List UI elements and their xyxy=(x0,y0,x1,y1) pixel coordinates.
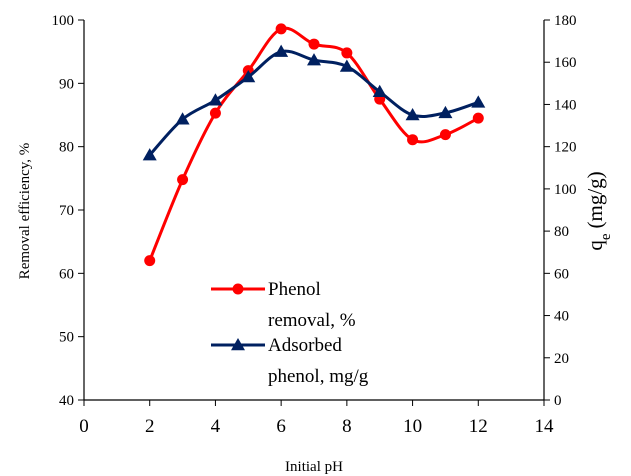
x-axis-title: Initial pH xyxy=(285,459,343,475)
legend-label: Phenol xyxy=(268,279,321,300)
x-tick-label: 10 xyxy=(403,416,422,437)
y2-tick-label: 120 xyxy=(554,140,577,156)
series-2 xyxy=(142,44,486,161)
y2-axis-title-sub: e xyxy=(598,233,614,240)
data-point xyxy=(175,112,190,125)
data-point xyxy=(339,59,354,72)
legend-marker xyxy=(231,338,245,351)
y-tick-label: 60 xyxy=(59,266,74,282)
y-tick-label: 70 xyxy=(59,203,74,219)
y-tick-label: 100 xyxy=(52,13,75,29)
data-point xyxy=(144,255,156,267)
x-tick-label: 14 xyxy=(535,416,555,437)
y-tick-label: 40 xyxy=(59,393,74,409)
data-point xyxy=(341,47,353,59)
data-point xyxy=(209,107,221,119)
legend-entry-2: Adsorbed phenol, mg/g xyxy=(211,335,369,387)
y2-tick-label: 80 xyxy=(554,224,569,240)
y-tick-label: 80 xyxy=(59,140,74,156)
y2-axis-title: qe (mg/g) xyxy=(583,171,614,250)
data-point xyxy=(308,38,320,50)
y2-tick-label: 180 xyxy=(554,13,577,29)
data-point xyxy=(274,44,289,57)
legend-label: removal, % xyxy=(268,310,356,331)
data-point xyxy=(208,93,223,106)
y-tick-label: 50 xyxy=(59,330,74,346)
x-tick-label: 12 xyxy=(469,416,488,437)
data-point xyxy=(407,134,419,146)
y2-tick-label: 60 xyxy=(554,266,569,282)
y2-tick-label: 20 xyxy=(554,351,569,367)
legend-marker xyxy=(232,283,244,295)
x-tick-label: 6 xyxy=(276,416,286,437)
y2-tick-label: 140 xyxy=(554,97,577,113)
legend: Phenol removal, % Adsorbed phenol, mg/g xyxy=(211,279,369,387)
axes: 40 50 60 70 80 90 100 0 20 40 60 80 100 120 140 160 180 0… xyxy=(52,13,577,437)
y2-tick-label: 40 xyxy=(554,309,569,325)
data-point xyxy=(438,105,453,119)
data-point xyxy=(241,70,256,83)
y2-tick-label: 0 xyxy=(554,393,562,409)
data-point xyxy=(307,53,321,66)
data-point xyxy=(275,23,287,35)
data-point xyxy=(472,112,484,124)
legend-entry-1: Phenol removal, % xyxy=(211,279,356,331)
data-point xyxy=(439,129,451,141)
y-tick-label: 90 xyxy=(59,76,74,92)
x-tick-label: 8 xyxy=(342,416,352,437)
x-tick-label: 4 xyxy=(211,416,221,437)
y2-axis-title-unit: (mg/g) xyxy=(583,171,607,228)
data-point xyxy=(405,108,420,121)
y-axis-title: Removal efficiency, % xyxy=(17,143,33,280)
y2-tick-label: 100 xyxy=(554,182,577,198)
series-1 xyxy=(144,23,484,267)
x-tick-label: 2 xyxy=(145,416,155,437)
data-point xyxy=(177,174,189,186)
series-layer xyxy=(142,23,486,267)
data-point xyxy=(142,148,157,161)
x-tick-label: 0 xyxy=(79,416,89,437)
legend-label: phenol, mg/g xyxy=(268,366,369,387)
data-point xyxy=(372,84,387,98)
legend-label: Adsorbed xyxy=(268,335,342,356)
y2-axis-title-main: q xyxy=(583,240,607,251)
data-point xyxy=(471,95,486,108)
y2-tick-label: 160 xyxy=(554,55,577,71)
